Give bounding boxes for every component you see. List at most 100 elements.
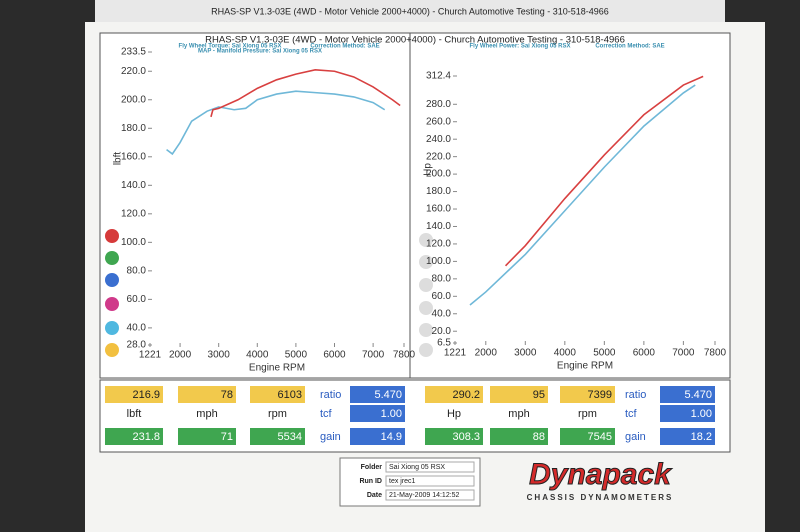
readout-label: ratio	[625, 389, 646, 401]
run-info-field	[385, 489, 475, 501]
readout-value: 5534	[278, 431, 302, 443]
readout-label: lbft	[127, 408, 142, 420]
x-tick-label: 3000	[208, 350, 231, 361]
y-tick-label: 160.0	[426, 204, 451, 215]
y-tick-label: 40.0	[127, 323, 147, 334]
y-tick-label: 80.0	[432, 273, 452, 284]
logo-tagline: CHASSIS DYNAMOMETERS	[527, 493, 674, 502]
run-info-field	[385, 461, 475, 473]
readout-box	[250, 386, 305, 403]
readout-box	[490, 428, 548, 445]
legend-dots	[105, 229, 433, 357]
y-tick-label: 220.0	[426, 151, 451, 162]
x-tick-label: 7000	[672, 348, 695, 359]
readout-label: ratio	[320, 389, 341, 401]
y-tick-label: 233.5	[121, 47, 146, 58]
x-tick-label: 2000	[475, 348, 498, 359]
dot	[419, 233, 433, 247]
dot	[105, 251, 119, 265]
readout-box	[178, 428, 236, 445]
line-series	[166, 90, 386, 156]
y-tick-label: 100.0	[121, 237, 146, 248]
readout-box	[105, 386, 163, 403]
y-tick-label: 60.0	[432, 291, 452, 302]
line-series	[210, 69, 401, 118]
dot	[419, 301, 433, 315]
readout-label: rpm	[578, 408, 597, 420]
readout-value: 78	[221, 389, 233, 401]
x-tick-label: 5000	[593, 348, 616, 359]
readout-label: gain	[320, 431, 341, 443]
annotation: Correction Method: SAE	[310, 44, 379, 50]
readout-value: 7545	[588, 431, 612, 443]
y-axis-title: lbft	[113, 152, 124, 166]
dot	[105, 229, 119, 243]
dot	[105, 343, 119, 357]
run-info-label: Folder	[361, 464, 383, 471]
readout-value: 216.9	[132, 389, 160, 401]
readout-value: 231.8	[132, 431, 160, 443]
readout-label: tcf	[320, 408, 333, 420]
readout-label: gain	[625, 431, 646, 443]
readout-box	[178, 386, 236, 403]
y-axis-title: Hp	[423, 163, 434, 176]
y-tick-label: 28.0	[127, 340, 147, 351]
readout-value: 290.2	[452, 389, 480, 401]
run-info-label: Run ID	[359, 478, 382, 485]
annotation: Correction Method: SAE	[595, 44, 664, 50]
annotation: Fly Wheel Torque: Sai Xiong 05 RSX	[179, 44, 282, 50]
y-tick-label: 220.0	[121, 66, 146, 77]
readout-value: 5.470	[684, 389, 712, 401]
readout-box	[350, 428, 405, 445]
dot	[419, 323, 433, 337]
x-axis-title: Engine RPM	[249, 363, 305, 374]
annotation: Fly Wheel Power: Sai Xiong 05 RSX	[469, 44, 570, 50]
y-tick-label: 200.0	[426, 169, 451, 180]
chart-frame	[99, 32, 731, 379]
readout-box	[105, 428, 163, 445]
x-tick-label: 4000	[246, 350, 269, 361]
readout-value: 6103	[278, 389, 302, 401]
y-tick-label: 280.0	[426, 99, 451, 110]
y-tick-label: 120.0	[426, 239, 451, 250]
y-tick-label: 200.0	[121, 94, 146, 105]
readout-label: mph	[196, 408, 217, 420]
run-info-value: Sai Xiong 05 RSX	[389, 464, 445, 471]
readout-label: Hp	[447, 408, 461, 420]
readout-box	[350, 405, 405, 422]
dot	[419, 278, 433, 292]
run-info-value: tex jrec1	[389, 478, 416, 485]
readout-value: 1.00	[381, 408, 402, 420]
readout-box	[660, 405, 715, 422]
x-tick-label: 1221	[444, 348, 467, 359]
readout-value: 14.9	[381, 431, 402, 443]
readout-value: 88	[533, 431, 545, 443]
back-title: RHAS-SP V1.3-03E (4WD - Motor Vehicle 20…	[211, 6, 609, 16]
readout-box	[560, 386, 615, 403]
y-tick-label: 100.0	[426, 256, 451, 267]
y-tick-label: 80.0	[127, 265, 147, 276]
y-tick-label: 140.0	[426, 221, 451, 232]
dot	[419, 255, 433, 269]
readout-box	[350, 386, 405, 403]
readout-value: 308.3	[452, 431, 480, 443]
y-tick-label: 60.0	[127, 294, 147, 305]
x-tick-label: 2000	[169, 350, 192, 361]
readout-box	[490, 386, 548, 403]
y-tick-label: 6.5	[437, 338, 451, 349]
readout-box	[425, 386, 483, 403]
dot	[105, 297, 119, 311]
readout-value: 95	[533, 389, 545, 401]
x-tick-label: 1221	[139, 350, 162, 361]
readout-box	[560, 428, 615, 445]
y-tick-label: 120.0	[121, 208, 146, 219]
chart-title: RHAS-SP V1.3-03E (4WD - Motor Vehicle 20…	[205, 35, 625, 46]
annotation: MAP - Manifold Pressure: Sai Xiong 05 RS…	[198, 49, 322, 55]
y-tick-label: 20.0	[432, 326, 452, 337]
readout-value: 7399	[588, 389, 612, 401]
run-info-value: 21-May-2009 14:12:52	[389, 492, 460, 499]
line-series	[469, 84, 696, 306]
x-tick-label: 5000	[285, 350, 308, 361]
readout-label: rpm	[268, 408, 287, 420]
